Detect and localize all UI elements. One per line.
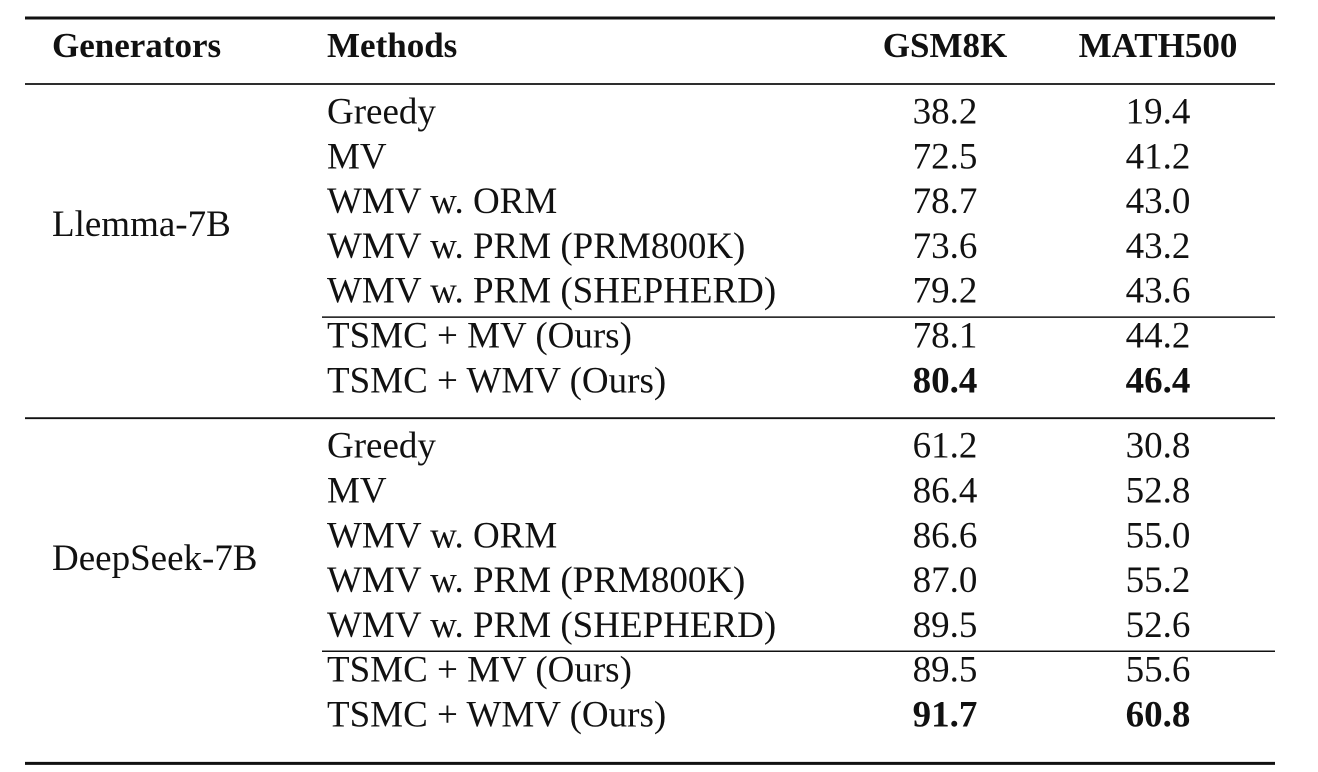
score-cell: 61.2 <box>913 426 978 467</box>
score-cell: 46.4 <box>1126 360 1191 401</box>
score-cell: 89.5 <box>913 605 978 646</box>
header-cell: Methods <box>327 26 457 65</box>
method-cell: WMV w. ORM <box>327 181 557 222</box>
header-cell: GSM8K <box>883 26 1007 65</box>
method-cell: TSMC + WMV (Ours) <box>327 694 666 735</box>
method-cell: WMV w. PRM (PRM800K) <box>327 560 745 601</box>
method-cell: TSMC + MV (Ours) <box>327 315 632 356</box>
score-cell: 41.2 <box>1126 136 1191 177</box>
generator-label: DeepSeek-7B <box>52 538 258 579</box>
method-cell: MV <box>327 470 387 511</box>
score-cell: 80.4 <box>913 360 978 401</box>
score-cell: 55.6 <box>1126 650 1191 691</box>
score-cell: 19.4 <box>1126 91 1191 132</box>
score-cell: 73.6 <box>913 226 978 267</box>
score-cell: 43.2 <box>1126 226 1191 267</box>
score-cell: 55.0 <box>1126 515 1191 556</box>
score-cell: 38.2 <box>913 91 978 132</box>
method-cell: TSMC + WMV (Ours) <box>327 360 666 401</box>
method-cell: WMV w. ORM <box>327 515 557 556</box>
method-cell: MV <box>327 136 387 177</box>
score-cell: 52.8 <box>1126 470 1191 511</box>
score-cell: 78.1 <box>913 315 978 356</box>
score-cell: 79.2 <box>913 271 978 312</box>
method-cell: TSMC + MV (Ours) <box>327 650 632 691</box>
score-cell: 86.6 <box>913 515 978 556</box>
method-cell: Greedy <box>327 426 436 467</box>
score-cell: 86.4 <box>913 470 978 511</box>
score-cell: 89.5 <box>913 650 978 691</box>
score-cell: 72.5 <box>913 136 978 177</box>
score-cell: 52.6 <box>1126 605 1191 646</box>
method-cell: Greedy <box>327 91 436 132</box>
score-cell: 78.7 <box>913 181 978 222</box>
score-cell: 60.8 <box>1126 694 1191 735</box>
header-cell: Generators <box>52 26 221 65</box>
header-cell: MATH500 <box>1079 26 1238 65</box>
score-cell: 43.0 <box>1126 181 1191 222</box>
score-cell: 87.0 <box>913 560 978 601</box>
score-cell: 91.7 <box>913 694 978 735</box>
method-cell: WMV w. PRM (PRM800K) <box>327 226 745 267</box>
score-cell: 30.8 <box>1126 426 1191 467</box>
method-cell: WMV w. PRM (SHEPHERD) <box>327 605 776 646</box>
score-cell: 43.6 <box>1126 271 1191 312</box>
score-cell: 44.2 <box>1126 315 1191 356</box>
method-cell: WMV w. PRM (SHEPHERD) <box>327 271 776 312</box>
score-cell: 55.2 <box>1126 560 1191 601</box>
generator-label: Llemma-7B <box>52 204 231 245</box>
